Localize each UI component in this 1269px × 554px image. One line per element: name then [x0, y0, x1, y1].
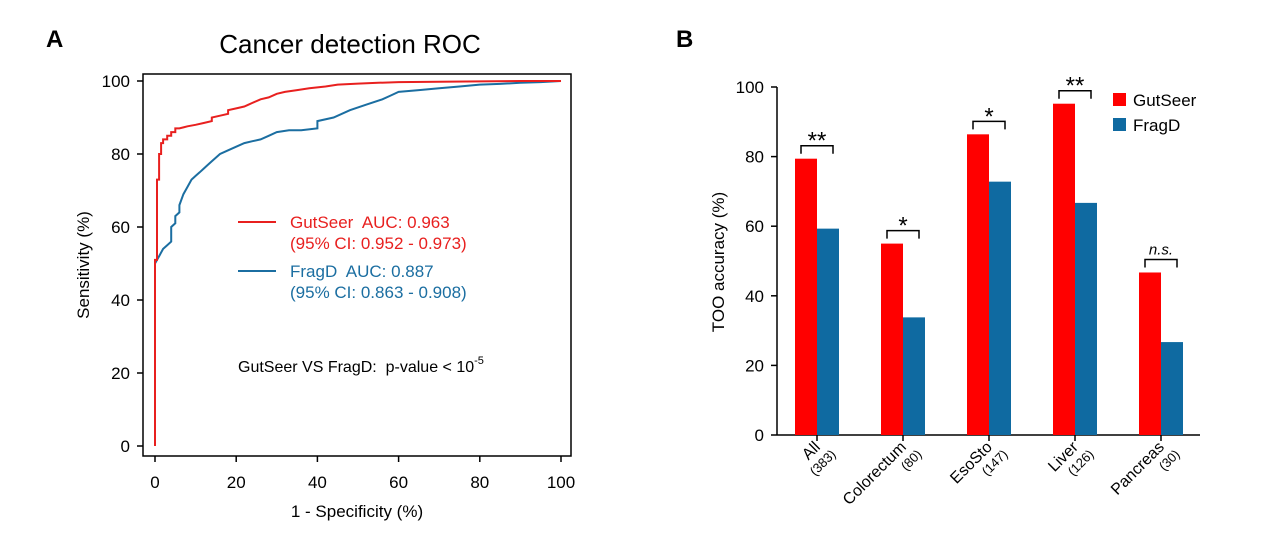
- roc-y-axis-label: Sensitivity (%): [74, 211, 93, 319]
- panel-b-letter: B: [676, 26, 693, 53]
- bar-y-axis: 0 20 40 60 80 100: [736, 78, 777, 445]
- significance-bracket: [1058, 89, 1092, 99]
- significance-label: n.s.: [1149, 241, 1173, 258]
- legend-label-gutseer-bar: GutSeer: [1133, 91, 1197, 110]
- bar-gutseer-esosto: [967, 134, 989, 435]
- significance-bracket: [800, 144, 834, 154]
- significance-bracket: [886, 229, 920, 239]
- bar-gutseer-all: [795, 158, 817, 436]
- roc-x-tick-label: 100: [547, 473, 575, 492]
- roc-title: Cancer detection ROC: [219, 29, 481, 59]
- bar-fragd-pancreas: [1161, 342, 1183, 435]
- roc-curve-gutseer: [154, 80, 561, 446]
- roc-y-tick-label: 100: [102, 72, 130, 91]
- panel-a-letter: A: [46, 26, 63, 53]
- bar-x-label-all: All(383): [799, 439, 838, 479]
- legend-swatch-gutseer: [1113, 93, 1126, 106]
- bar-fragd-colorectum: [903, 317, 925, 435]
- legend-label-fragd-bar: FragD: [1133, 116, 1180, 135]
- bar-y-tick-label: 0: [755, 426, 764, 445]
- legend-swatch-fragd: [1113, 118, 1126, 131]
- legend-ci-fragd: (95% CI: 0.863 - 0.908): [290, 283, 467, 302]
- roc-y-tick-label: 80: [111, 145, 130, 164]
- bar-x-axis: All(383) Colorectum(80) EsoSto(147) Liver(1…: [799, 435, 1183, 509]
- roc-plot-frame: [142, 73, 572, 457]
- bar-gutseer-pancreas: [1139, 272, 1161, 435]
- bar-gutseer-liver: [1053, 103, 1075, 435]
- bar-legend: GutSeer FragD: [1113, 91, 1197, 135]
- bar-fragd-all: [817, 228, 839, 435]
- roc-x-axis: 0 20 40 60 80 100: [150, 456, 575, 492]
- pvalue-exponent: -5: [474, 355, 484, 367]
- bar-x-label-esosto: EsoSto(147): [947, 439, 1010, 488]
- significance-label: *: [898, 213, 907, 240]
- roc-y-tick-label: 0: [121, 437, 130, 456]
- roc-y-tick-label: 20: [111, 364, 130, 383]
- bar-y-axis-label: TOO accuracy (%): [709, 192, 728, 332]
- legend-label-fragd: FragD AUC: 0.887: [290, 262, 434, 281]
- significance-bracket: [972, 120, 1006, 130]
- significance-brackets: ******n.s.: [800, 73, 1178, 268]
- roc-x-axis-label: 1 - Specificity (%): [291, 502, 423, 521]
- panel-a: A Cancer detection ROC 0 20 40 60 80 100 0 20 4…: [46, 26, 575, 521]
- bar-gutseer-colorectum: [881, 243, 903, 435]
- roc-pvalue-annotation: GutSeer VS FragD: p-value < 10-5: [238, 355, 484, 376]
- roc-x-tick-label: 40: [308, 473, 327, 492]
- legend-ci-gutseer: (95% CI: 0.952 - 0.973): [290, 234, 467, 253]
- bar-y-tick-label: 20: [745, 356, 764, 375]
- significance-label: *: [984, 103, 993, 130]
- significance-bracket: [1144, 258, 1178, 268]
- bar-x-label-pancreas: Pancreas(30): [1108, 439, 1183, 499]
- bar-category-label: Pancreas: [1108, 439, 1168, 499]
- significance-label: **: [808, 128, 827, 155]
- bar-fragd-liver: [1075, 202, 1097, 435]
- bar-series: [795, 103, 1183, 436]
- bar-y-tick-label: 100: [736, 78, 764, 97]
- bar-y-tick-label: 60: [745, 217, 764, 236]
- bar-fragd-esosto: [989, 181, 1011, 435]
- roc-x-tick-label: 80: [470, 473, 489, 492]
- roc-y-tick-label: 60: [111, 218, 130, 237]
- roc-y-tick-label: 40: [111, 291, 130, 310]
- roc-y-axis: 0 20 40 60 80 100: [102, 72, 143, 456]
- pvalue-text: GutSeer VS FragD: p-value < 10: [238, 359, 474, 376]
- legend-label-gutseer: GutSeer AUC: 0.963: [290, 213, 450, 232]
- bar-y-tick-label: 40: [745, 287, 764, 306]
- roc-x-tick-label: 0: [150, 473, 159, 492]
- roc-curves: [154, 80, 562, 446]
- roc-x-tick-label: 60: [389, 473, 408, 492]
- roc-curve-fragd: [154, 80, 562, 446]
- roc-legend: GutSeer AUC: 0.963 (95% CI: 0.952 - 0.97…: [238, 213, 467, 302]
- bar-category-label: Colorectum: [840, 439, 910, 509]
- bar-x-label-liver: Liver(126): [1045, 438, 1096, 478]
- panel-b: B 0 20 40 60 80 100 TOO accuracy (%) All(383)…: [676, 26, 1200, 509]
- roc-x-tick-label: 20: [227, 473, 246, 492]
- bar-x-label-colorectum: Colorectum(80): [840, 439, 925, 509]
- significance-label: **: [1066, 73, 1085, 100]
- bar-y-tick-label: 80: [745, 148, 764, 167]
